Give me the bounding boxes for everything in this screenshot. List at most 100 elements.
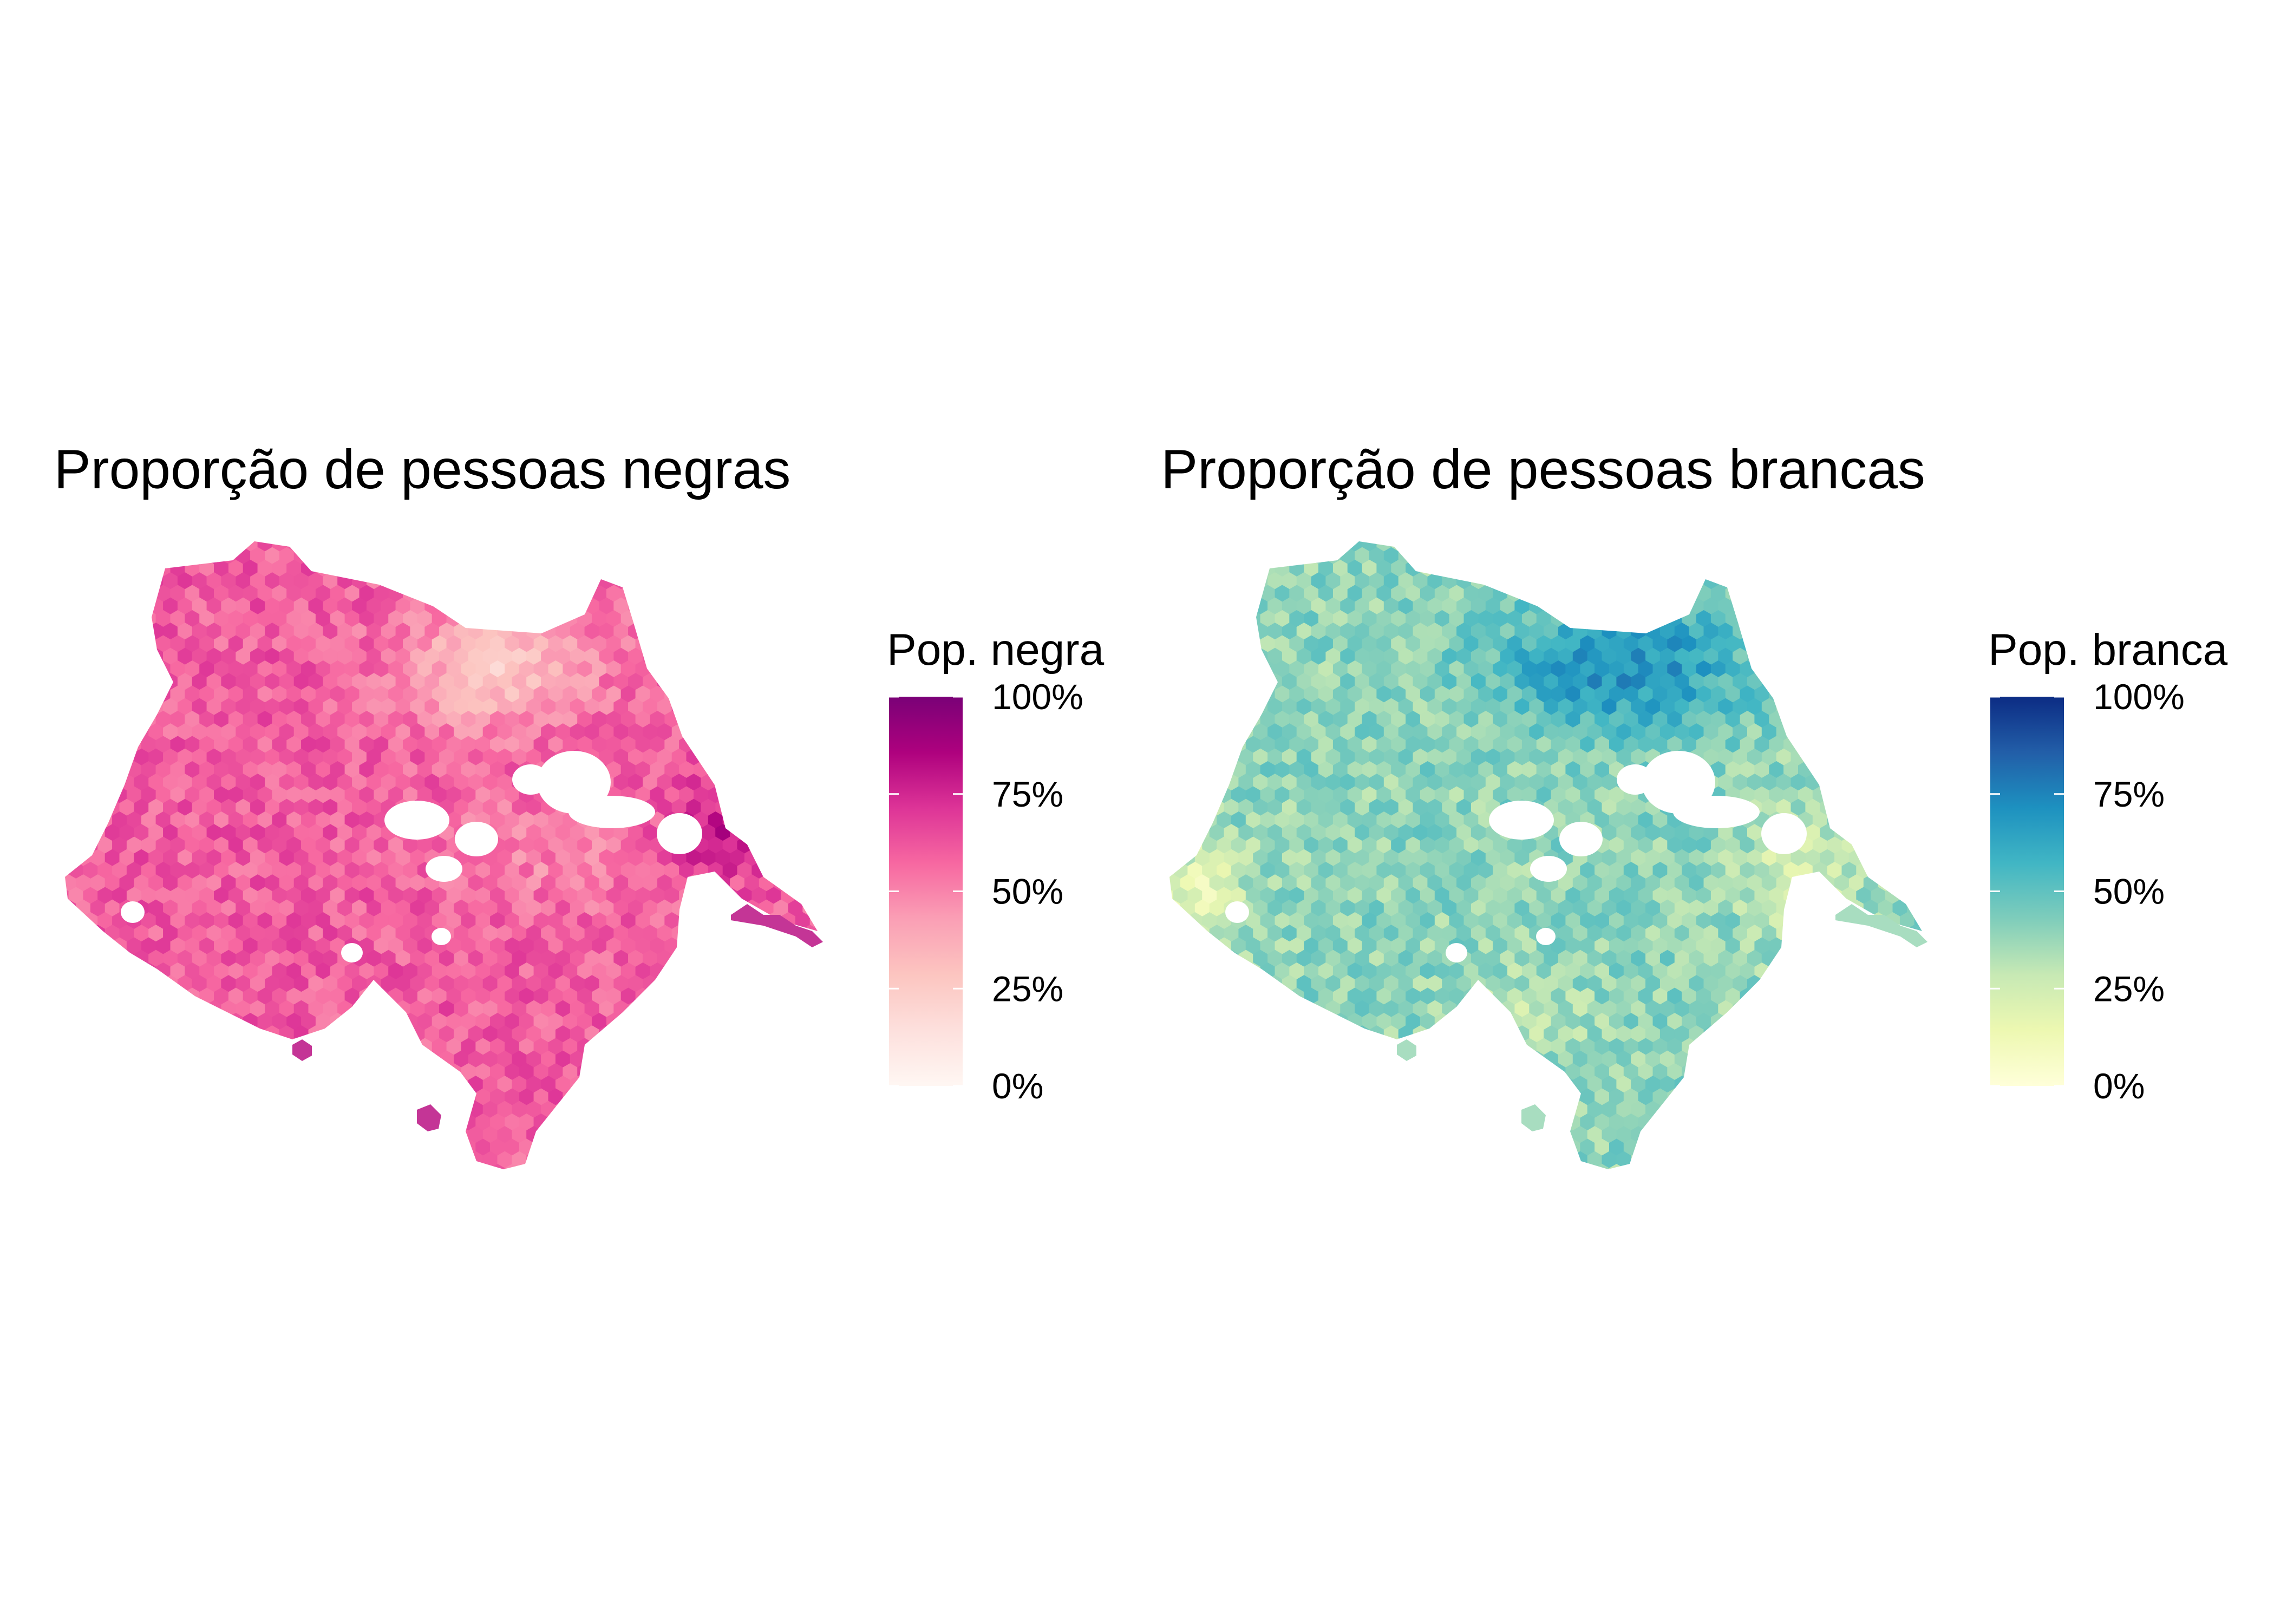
hex-cell — [250, 1151, 265, 1169]
hex-cell — [1827, 962, 1842, 980]
hex-cell — [359, 559, 374, 577]
hex-cell — [185, 1113, 200, 1131]
hex-cell — [694, 937, 709, 955]
hex-cell — [1878, 673, 1893, 690]
hex-cell — [1871, 610, 1886, 627]
hex-cell — [613, 1126, 629, 1143]
hex-cell — [1863, 673, 1879, 690]
hex-cell — [1173, 541, 1188, 552]
hex-cell — [1834, 748, 1850, 766]
hex-cell — [563, 541, 578, 552]
hex-cell — [148, 1126, 164, 1143]
hex-cell — [613, 1076, 629, 1093]
hex-cell — [1922, 724, 1937, 741]
hex-cell — [1194, 698, 1210, 716]
hex-cell — [76, 698, 91, 716]
hex-cell — [1471, 522, 1486, 539]
hex-cell — [671, 623, 687, 640]
hex-cell — [781, 710, 796, 728]
hex-cell — [1209, 748, 1225, 766]
hex-cell — [1783, 635, 1799, 653]
hex-cell — [134, 673, 149, 690]
hex-cell — [1856, 786, 1871, 804]
hex-cell — [1871, 987, 1886, 1005]
hex-cell — [730, 522, 744, 539]
hex-cell — [1187, 937, 1203, 955]
hex-cell — [126, 1138, 142, 1156]
hex-cell — [1689, 522, 1704, 539]
hex-cell — [206, 1076, 222, 1093]
hex-cell — [701, 748, 716, 766]
hex-cell — [68, 541, 83, 552]
hex-cell — [643, 1076, 658, 1093]
hex-cell — [301, 1088, 316, 1106]
hex-cell — [1892, 623, 1907, 640]
hex-cell — [112, 1012, 127, 1030]
hex-cell — [388, 541, 403, 552]
hex-cell — [1899, 887, 1915, 905]
hex-cell — [1871, 761, 1886, 778]
hex-cell — [1209, 723, 1225, 741]
hex-cell — [65, 987, 69, 1005]
hex-cell — [68, 1163, 83, 1169]
hex-cell — [671, 975, 687, 992]
hex-cell — [337, 1050, 352, 1068]
hex-cell — [1740, 585, 1755, 603]
hex-cell — [65, 1113, 69, 1131]
hex-cell — [759, 1151, 774, 1169]
hex-cell — [417, 585, 433, 603]
hex-cell — [330, 1088, 345, 1106]
hex-cell — [1238, 623, 1253, 640]
hex-cell — [1602, 522, 1617, 539]
hex-cell — [708, 1163, 723, 1169]
hex-cell — [1169, 610, 1174, 627]
hex-cell — [236, 1126, 251, 1143]
hex-cell — [65, 685, 69, 703]
hex-cell — [402, 1113, 418, 1131]
hex-cell — [1173, 761, 1188, 778]
hex-cell — [1580, 585, 1595, 603]
hex-cell — [548, 1113, 563, 1131]
hex-cell — [759, 1025, 774, 1043]
hex-cell — [715, 748, 730, 766]
hex-cell — [461, 1088, 476, 1106]
hex-cell — [468, 547, 483, 565]
hex-cell — [126, 987, 142, 1005]
hex-cell — [446, 1138, 462, 1156]
hex-cell — [802, 723, 818, 741]
hex-cell — [1169, 623, 1181, 640]
hex-cell — [68, 685, 83, 703]
hex-cell — [744, 798, 760, 816]
hex-cell — [715, 673, 730, 690]
hex-cell — [1871, 736, 1886, 754]
hex-cell — [1152, 648, 1166, 665]
hex-cell — [715, 1101, 730, 1118]
hex-cell — [773, 774, 789, 791]
hex-cell — [592, 1038, 607, 1056]
hex-cell — [1848, 774, 1864, 791]
hex-cell — [119, 647, 134, 665]
hex-cell — [257, 1088, 273, 1106]
hex-cell — [715, 1000, 730, 1018]
hex-cell — [104, 949, 120, 967]
hex-cell — [1194, 647, 1210, 665]
hex-cell — [1710, 541, 1726, 552]
hex-cell — [1848, 698, 1864, 716]
hex-cell — [671, 1050, 687, 1068]
hex-cell — [563, 1138, 578, 1156]
hex-cell — [126, 710, 142, 728]
hex-cell — [243, 1113, 258, 1131]
hex-cell — [752, 962, 767, 980]
hex-cell — [374, 1088, 389, 1106]
hex-cell — [1521, 541, 1537, 552]
hex-cell — [1169, 698, 1181, 716]
hex-cell — [1209, 1000, 1225, 1018]
hex-cell — [141, 585, 156, 603]
hex-cell — [737, 736, 752, 754]
hex-cell — [1493, 541, 1508, 552]
hex-cell — [809, 962, 818, 980]
hex-cell — [708, 761, 723, 778]
hex-cell — [1427, 547, 1442, 565]
hex-cell — [1834, 1000, 1850, 1018]
hex-cell — [286, 1138, 302, 1156]
